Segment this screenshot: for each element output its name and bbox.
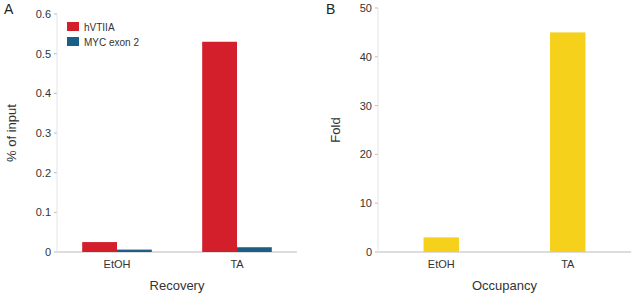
legend-swatch (67, 37, 79, 46)
x-axis (378, 252, 631, 253)
category-label: EtOH (104, 258, 131, 270)
bar (237, 247, 272, 252)
y-axis-label: % of input (4, 104, 19, 162)
bar (424, 237, 459, 252)
bar (202, 42, 237, 252)
y-axis (378, 8, 379, 252)
plot-area (424, 32, 586, 252)
root: A 0 0.1 0.2 0.3 0.4 0.5 0.6 Recovery % of input Et… (0, 0, 635, 298)
x-axis-label: Occupancy (472, 278, 538, 293)
tick-label: 30 (360, 100, 372, 112)
category-label: TA (230, 258, 244, 270)
tick-label: 0.1 (36, 206, 51, 218)
legend-label: hVTIIA (84, 22, 115, 33)
tick-label: 40 (360, 51, 372, 63)
tick-label: 0 (366, 246, 372, 258)
panel: B 0 10 20 30 40 50 Occupancy Fold EtOH TA (326, 1, 631, 293)
bar (550, 32, 585, 252)
y-axis (57, 14, 58, 252)
tick-label: 20 (360, 148, 372, 160)
plot-area (82, 42, 272, 252)
figure: A 0 0.1 0.2 0.3 0.4 0.5 0.6 Recovery % of input Et… (0, 0, 635, 298)
title: B (326, 1, 335, 17)
y-axis-label: Fold (328, 117, 343, 142)
tick-label: 10 (360, 197, 372, 209)
tick-label: 0.3 (36, 127, 51, 139)
tick-label: 0.2 (36, 167, 51, 179)
tick-label: 0.4 (36, 87, 51, 99)
category-label: EtOH (428, 258, 455, 270)
bar (117, 250, 152, 252)
category-label: TA (561, 258, 575, 270)
panel: A 0 0.1 0.2 0.3 0.4 0.5 0.6 Recovery % of input Et… (4, 1, 297, 293)
legend-swatch (67, 22, 79, 31)
tick-label: 0 (45, 246, 51, 258)
x-axis-label: Recovery (150, 278, 205, 293)
legend-label: MYC exon 2 (84, 37, 139, 48)
tick-label: 0.5 (36, 48, 51, 60)
title: A (4, 1, 14, 17)
legend: hVTIIA MYC exon 2 (67, 22, 139, 48)
tick-label: 50 (360, 2, 372, 14)
tick-label: 0.6 (36, 8, 51, 20)
bar (82, 242, 117, 252)
